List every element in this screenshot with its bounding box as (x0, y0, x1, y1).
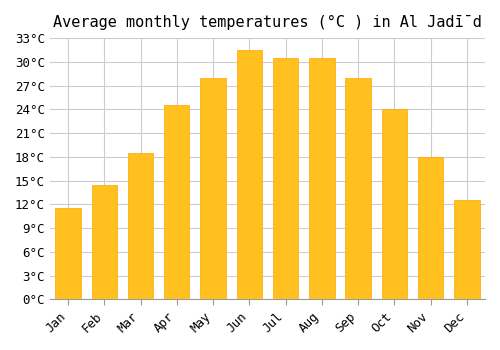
Bar (382, 110, 407, 300)
Bar (346, 78, 371, 300)
Bar (56, 208, 80, 300)
Bar (236, 50, 262, 300)
Bar (273, 58, 298, 300)
Title: Average monthly temperatures (°C ) in Al Jadī̄d: Average monthly temperatures (°C ) in Al… (53, 15, 482, 30)
Bar (164, 105, 190, 300)
Bar (454, 201, 479, 300)
Bar (418, 157, 444, 300)
Bar (92, 185, 117, 300)
Bar (309, 58, 334, 300)
Bar (128, 153, 153, 300)
Bar (200, 78, 226, 300)
